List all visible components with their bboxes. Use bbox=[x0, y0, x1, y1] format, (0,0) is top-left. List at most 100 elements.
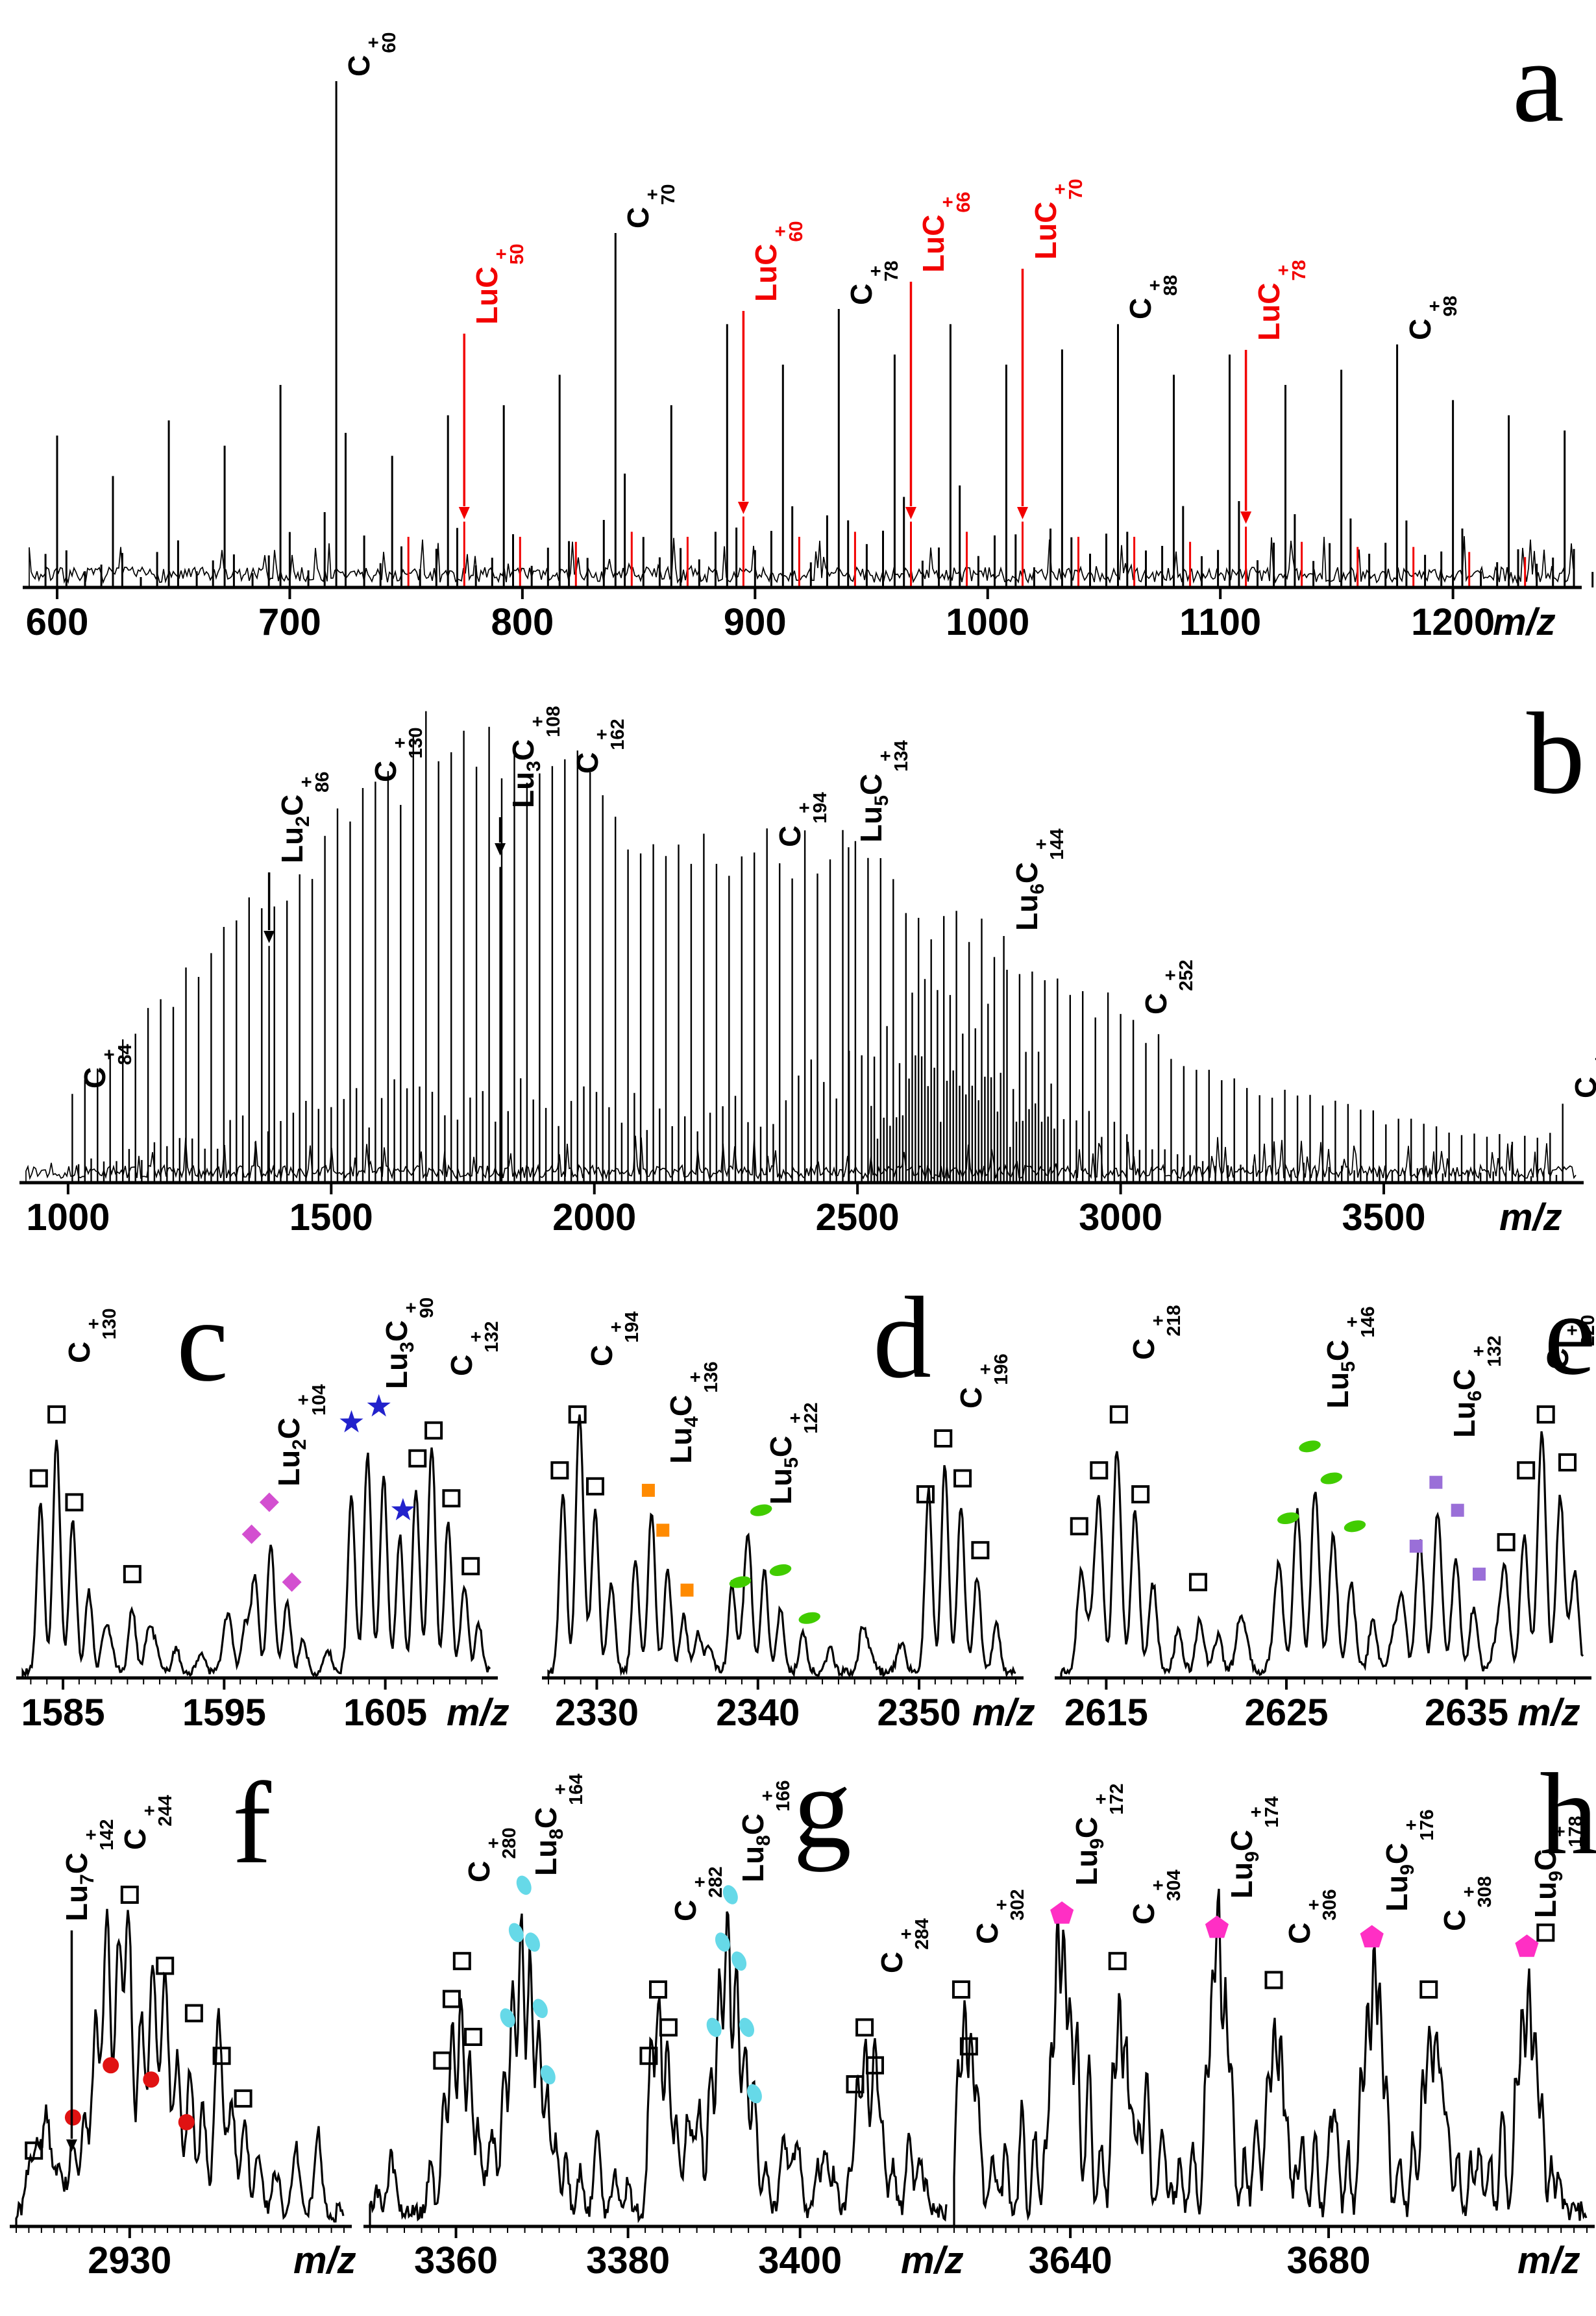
open-square-marker bbox=[1109, 1405, 1128, 1424]
tick-label: 1500 bbox=[289, 1196, 373, 1238]
open-square-marker bbox=[1419, 1980, 1438, 1999]
green-ellipse-marker bbox=[750, 1504, 772, 1516]
open-square-marker bbox=[639, 2047, 658, 2065]
panel-e: 2615 2625 2635 m/z bbox=[1055, 1405, 1591, 1734]
tick-label: 3380 bbox=[586, 2239, 670, 2282]
tick-label: 2500 bbox=[816, 1196, 900, 1238]
cyan-ellipse-marker bbox=[500, 2008, 515, 2028]
arrow-head-icon bbox=[495, 843, 506, 856]
filled-square-marker bbox=[680, 1583, 694, 1597]
panel-b: 1000 1500 2000 2500 3000 3500 m/z bbox=[19, 711, 1584, 1238]
diamond-marker bbox=[259, 1492, 279, 1512]
open-square-marker bbox=[934, 1429, 953, 1448]
open-square-marker bbox=[951, 1980, 970, 1999]
open-square-marker bbox=[123, 1565, 141, 1584]
open-square-marker bbox=[1536, 1923, 1555, 1942]
tick-label: 1595 bbox=[182, 1692, 266, 1734]
spectrum-profile bbox=[369, 1911, 948, 2226]
open-square-marker bbox=[461, 1557, 480, 1575]
open-square-marker bbox=[464, 2028, 483, 2046]
red-circle-marker bbox=[178, 2113, 195, 2130]
open-square-marker bbox=[1558, 1453, 1577, 1472]
arrow-head-icon bbox=[905, 507, 916, 519]
panel-h: 3640 3680 m/z bbox=[948, 1888, 1595, 2282]
open-square-marker bbox=[1131, 1485, 1150, 1504]
tick-label: 2330 bbox=[555, 1692, 639, 1734]
tick-label: 1200 bbox=[1411, 601, 1495, 643]
tick-label: 2615 bbox=[1064, 1692, 1148, 1734]
mz-axis-label: m/z bbox=[1517, 1692, 1580, 1734]
open-square-marker bbox=[452, 1952, 471, 1971]
spectrum-profile bbox=[1060, 1431, 1584, 1678]
green-ellipse-marker bbox=[798, 1612, 820, 1624]
cyan-ellipse-marker bbox=[731, 1951, 747, 1971]
open-square-marker bbox=[1264, 1971, 1283, 1990]
open-square-marker bbox=[1497, 1533, 1516, 1551]
tick-label: 1000 bbox=[946, 601, 1029, 643]
tick-label: 600 bbox=[26, 601, 89, 643]
filled-square-marker bbox=[1409, 1540, 1423, 1553]
tick-label: 2000 bbox=[552, 1196, 636, 1238]
filled-square-marker bbox=[1473, 1568, 1486, 1581]
baseline-noise bbox=[29, 536, 1574, 587]
open-square-marker bbox=[855, 2018, 874, 2037]
open-square-marker bbox=[649, 1980, 667, 1999]
open-square-marker bbox=[568, 1405, 587, 1424]
pentagon-marker bbox=[1205, 1916, 1229, 1938]
tick-label: 3360 bbox=[414, 2239, 498, 2282]
open-square-marker bbox=[1536, 1405, 1555, 1424]
cyan-ellipse-marker bbox=[722, 1885, 738, 1904]
diamond-marker bbox=[282, 1572, 302, 1592]
open-square-marker bbox=[424, 1421, 443, 1440]
green-ellipse-marker bbox=[769, 1564, 792, 1576]
tick-label: 800 bbox=[491, 601, 554, 643]
filled-square-marker bbox=[1451, 1503, 1464, 1517]
open-square-marker bbox=[959, 2037, 978, 2056]
star-marker bbox=[367, 1394, 391, 1417]
open-square-marker bbox=[120, 1886, 139, 1904]
open-square-marker bbox=[550, 1461, 569, 1480]
open-square-marker bbox=[1070, 1517, 1088, 1536]
cyan-ellipse-marker bbox=[532, 1999, 548, 2018]
green-ellipse-marker bbox=[729, 1576, 752, 1588]
open-square-marker bbox=[65, 1493, 84, 1512]
green-ellipse-marker bbox=[1344, 1520, 1366, 1533]
filled-square-marker bbox=[641, 1483, 655, 1497]
cyan-ellipse-marker bbox=[508, 1923, 524, 1943]
mz-axis-label: m/z bbox=[1517, 2239, 1580, 2282]
open-square-marker bbox=[408, 1449, 427, 1468]
tick-label: 1100 bbox=[1179, 601, 1261, 643]
open-square-marker bbox=[25, 2141, 43, 2160]
arrow-head-icon bbox=[1017, 507, 1029, 519]
open-square-marker bbox=[865, 2056, 884, 2075]
open-square-marker bbox=[971, 1541, 990, 1560]
open-square-marker bbox=[1188, 1573, 1207, 1592]
open-square-marker bbox=[442, 1990, 461, 2008]
green-ellipse-marker bbox=[1277, 1512, 1299, 1525]
spectrum-sticks bbox=[44, 81, 1594, 587]
mz-axis-label: m/z bbox=[447, 1692, 509, 1734]
tick-label: 3680 bbox=[1287, 2239, 1371, 2282]
red-circle-marker bbox=[143, 2071, 160, 2088]
spectrum-profile bbox=[21, 1440, 491, 1678]
panel-c: 1585 1595 1605 m/z bbox=[16, 1394, 509, 1734]
red-spectrum-sticks bbox=[407, 516, 1527, 587]
star-marker bbox=[339, 1410, 363, 1433]
green-ellipse-marker bbox=[1320, 1472, 1343, 1484]
cyan-ellipse-marker bbox=[516, 1875, 532, 1895]
tick-label: 3400 bbox=[758, 2239, 842, 2282]
star-marker bbox=[391, 1497, 415, 1521]
open-square-marker bbox=[659, 2018, 678, 2037]
open-square-marker bbox=[916, 1485, 935, 1504]
tick-label: 2625 bbox=[1244, 1692, 1328, 1734]
open-square-marker bbox=[47, 1405, 66, 1424]
tick-label: 900 bbox=[724, 601, 787, 643]
green-ellipse-marker bbox=[1299, 1440, 1321, 1453]
tick-label: 1000 bbox=[26, 1196, 110, 1238]
cyan-ellipse-marker bbox=[706, 2017, 722, 2038]
open-square-marker bbox=[156, 1956, 175, 1975]
arrow-head-icon bbox=[66, 2139, 77, 2152]
mz-axis-label: m/z bbox=[972, 1692, 1035, 1734]
